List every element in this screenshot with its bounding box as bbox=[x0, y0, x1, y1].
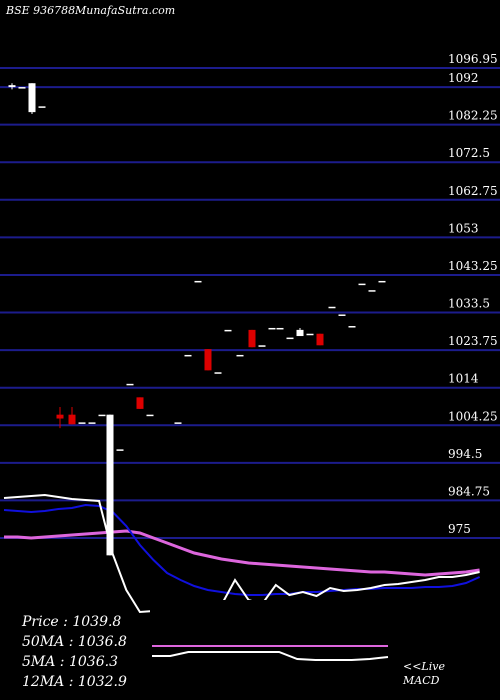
candle-body bbox=[214, 372, 222, 374]
price-tick-label: 1023.75 bbox=[448, 334, 498, 348]
candle-body bbox=[78, 422, 86, 424]
stat-price: Price : 1039.8 bbox=[22, 614, 122, 630]
ma-line-violet bbox=[4, 529, 480, 577]
candle-body bbox=[328, 306, 336, 309]
price-grid: 1096.95 1092 1082.25 1072.5 1062.75 1053 1043.… bbox=[0, 52, 500, 539]
candle-body bbox=[18, 87, 26, 89]
macd-line bbox=[152, 651, 389, 661]
candle-body bbox=[98, 414, 106, 417]
macd-label: <<Live MACD bbox=[403, 660, 445, 688]
candle-body bbox=[296, 329, 304, 337]
candle-body bbox=[56, 414, 64, 419]
candle-body bbox=[338, 314, 346, 316]
candle-body bbox=[236, 354, 244, 357]
moving-averages bbox=[3, 493, 481, 614]
candle-body bbox=[68, 414, 76, 425]
price-tick-label: 1092 bbox=[448, 71, 479, 85]
candle-body bbox=[184, 354, 192, 357]
price-tick-label: 1072.5 bbox=[448, 146, 490, 160]
macd-panel-bg bbox=[150, 600, 402, 700]
candle-body bbox=[194, 280, 202, 283]
price-tick-label: 1062.75 bbox=[448, 184, 498, 198]
ma-line-white bbox=[3, 493, 480, 614]
candle-body bbox=[316, 333, 324, 346]
candle-body bbox=[8, 85, 16, 88]
candle-body bbox=[224, 329, 232, 332]
candle-body bbox=[28, 83, 36, 113]
candle-body bbox=[204, 349, 212, 371]
candle-body bbox=[248, 329, 256, 348]
candle-body bbox=[358, 283, 366, 286]
candle-body bbox=[306, 333, 314, 336]
macd-label-name: MACD bbox=[403, 674, 440, 687]
price-tick-label: 975 bbox=[448, 522, 471, 536]
macd-panel bbox=[152, 645, 389, 661]
price-tick-label: 1053 bbox=[448, 221, 479, 235]
stat-5ma: 5MA : 1036.3 bbox=[22, 654, 118, 670]
price-tick-label: 994.5 bbox=[448, 447, 482, 461]
site-name: MunafaSutra.com bbox=[75, 4, 176, 17]
candle-body bbox=[126, 383, 134, 386]
price-tick-label: 1082.25 bbox=[448, 109, 498, 123]
candle-body bbox=[368, 290, 376, 292]
exchange-code: BSE 936788 bbox=[6, 4, 76, 17]
candle-body bbox=[348, 326, 356, 328]
price-stats: Price : 1039.8 50MA : 1036.8 5MA : 1036.… bbox=[22, 612, 127, 692]
candles bbox=[8, 83, 386, 556]
candle-body bbox=[174, 422, 182, 424]
candle-body bbox=[276, 327, 284, 330]
price-tick-label: 1043.25 bbox=[448, 259, 498, 273]
candle-body bbox=[268, 327, 276, 330]
candle-body bbox=[136, 397, 144, 409]
macd-label-live: <<Live bbox=[403, 660, 445, 673]
candle-body bbox=[116, 449, 124, 451]
price-tick-label: 1033.5 bbox=[448, 297, 490, 311]
price-tick-label: 1014 bbox=[448, 372, 479, 386]
candle-body bbox=[146, 414, 154, 417]
candle-body bbox=[38, 106, 46, 108]
candle-body bbox=[258, 345, 266, 347]
price-tick-label: 1004.25 bbox=[448, 409, 498, 423]
price-tick-label: 1096.95 bbox=[448, 52, 498, 66]
candle-body bbox=[106, 414, 114, 556]
stat-12ma: 12MA : 1032.9 bbox=[22, 674, 127, 690]
candle-body bbox=[378, 280, 386, 283]
price-tick-label: 984.75 bbox=[448, 484, 490, 498]
ma-line-blue bbox=[3, 503, 481, 596]
stat-50ma: 50MA : 1036.8 bbox=[22, 634, 127, 650]
candle-body bbox=[88, 422, 96, 424]
candle-body bbox=[286, 337, 294, 340]
